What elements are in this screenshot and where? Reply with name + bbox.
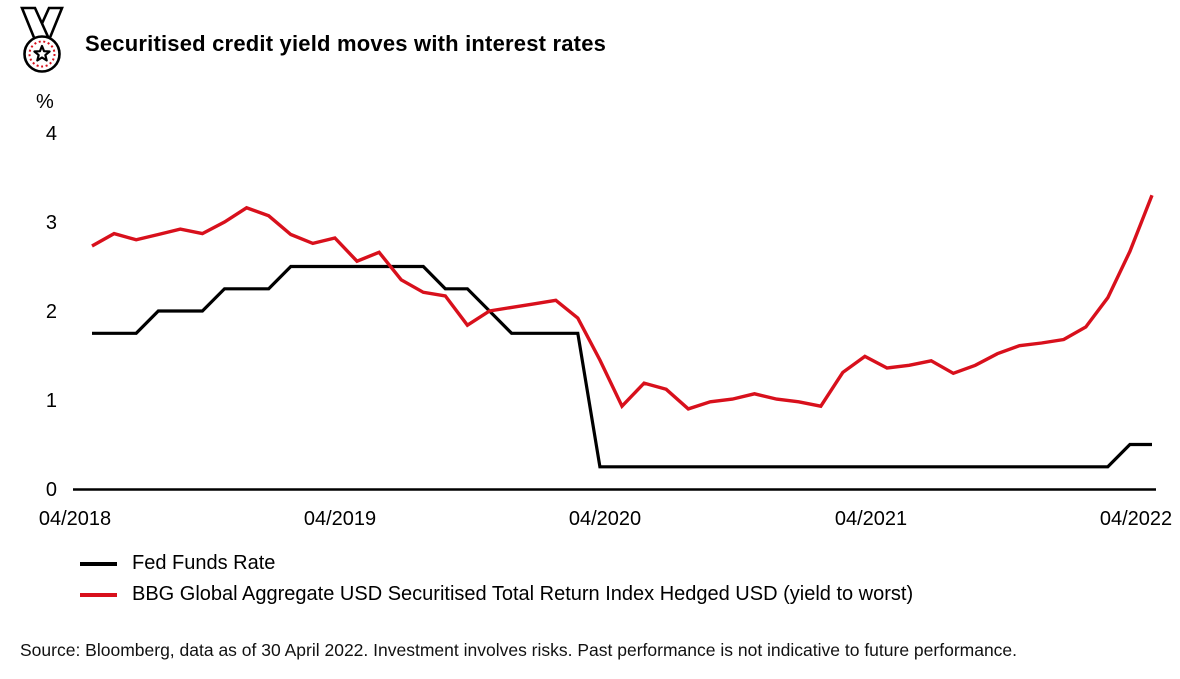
y-axis-tick-label: 0 xyxy=(46,479,57,501)
chart-title: Securitised credit yield moves with inte… xyxy=(85,31,607,56)
x-axis-tick-label: 04/2018 xyxy=(39,508,111,530)
fed-funds-line xyxy=(92,264,1152,469)
legend-swatch xyxy=(80,592,117,597)
y-axis-tick-label: 3 xyxy=(46,212,57,234)
medal-icon xyxy=(20,6,64,73)
legend-item-bbg-yield: BBG Global Aggregate USD Securitised Tot… xyxy=(80,579,913,610)
y-axis-tick-label: 2 xyxy=(46,301,57,323)
x-axis-tick-label: 04/2019 xyxy=(304,508,376,530)
y-axis-tick-label: 4 xyxy=(46,123,57,145)
legend-label: Fed Funds Rate xyxy=(132,552,276,574)
legend-item-fed-funds: Fed Funds Rate xyxy=(80,548,913,579)
legend-label: BBG Global Aggregate USD Securitised Tot… xyxy=(132,583,914,605)
legend: Fed Funds Rate BBG Global Aggregate USD … xyxy=(80,548,913,610)
x-axis-tick-label: 04/2022 xyxy=(1100,508,1172,530)
y-axis-unit-label: % xyxy=(36,91,54,113)
x-axis-tick-label: 04/2020 xyxy=(569,508,641,530)
y-axis-tick-label: 1 xyxy=(46,390,57,412)
x-axis-tick-label: 04/2021 xyxy=(835,508,907,530)
source-note: Source: Bloomberg, data as of 30 April 2… xyxy=(20,640,1018,660)
legend-swatch xyxy=(80,561,117,566)
bbg-yield-line xyxy=(91,194,1154,411)
line-chart: % 4 3 2 1 0 04/2018 04/2019 04/2020 04/2… xyxy=(36,91,1172,530)
